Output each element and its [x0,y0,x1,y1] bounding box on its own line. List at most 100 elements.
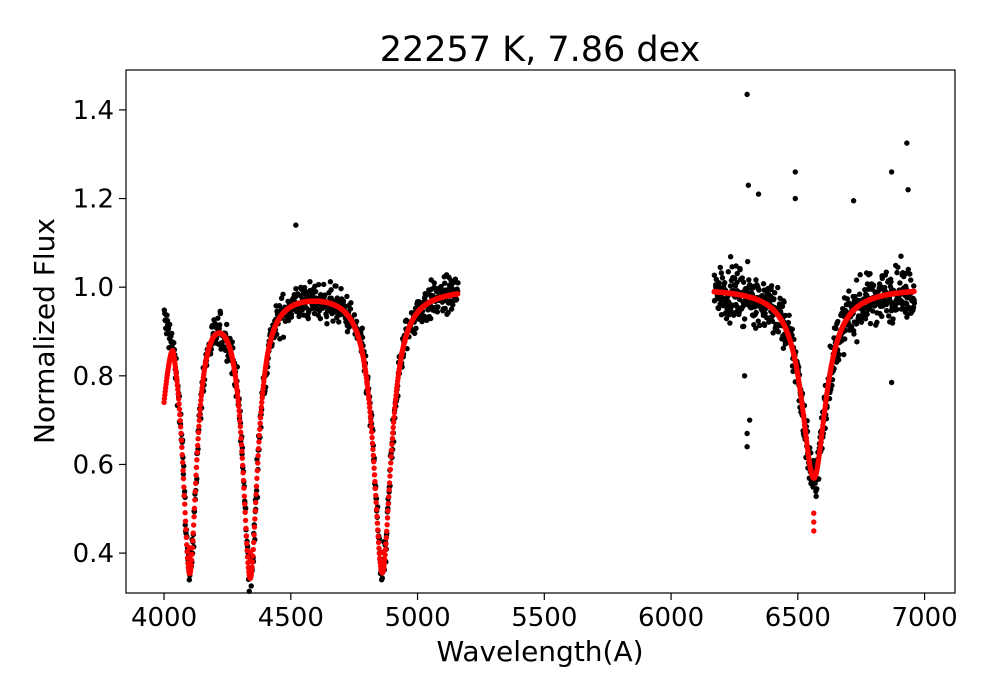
model-point [240,470,246,476]
model-point [384,521,390,528]
model-point [237,423,243,430]
model-point [197,407,203,413]
observed-point [330,318,336,324]
x-tick-label: 6500 [765,603,831,633]
observed-point [850,198,857,204]
model-point [369,440,376,447]
observed-point [911,300,918,306]
model-point [365,392,372,398]
model-point [811,519,817,525]
observed-point [756,322,763,329]
model-point [235,398,241,405]
model-point [195,429,202,436]
observed-point [846,288,852,294]
model-point [455,291,461,297]
model-point [193,464,200,471]
model-point [368,424,375,430]
observed-point [324,320,330,327]
x-tick-label: 5000 [384,603,450,633]
model-point [253,491,259,498]
model-point [383,541,389,547]
observed-point [862,316,869,322]
observed-point [323,313,330,320]
model-point [199,389,205,395]
observed-point [293,286,299,292]
observed-point [725,269,732,275]
observed-point [171,340,177,346]
observed-point [792,169,798,175]
observed-point [442,280,448,286]
x-tick-label: 6000 [638,603,704,633]
observed-point [741,323,747,330]
observed-point [857,272,863,278]
model-point [192,480,199,487]
observed-point [338,285,344,292]
model-point [259,390,266,397]
observed-point [450,302,456,308]
model-point [182,501,188,507]
observed-point [851,331,857,337]
model-point [190,522,197,528]
model-point [251,524,258,530]
observed-point [903,270,909,277]
model-point [373,499,379,506]
model-point [257,426,263,432]
observed-point [753,309,759,316]
model-point [250,553,256,559]
observed-point [435,304,441,310]
observed-point [217,322,223,328]
observed-point [867,271,873,277]
observed-point [285,298,291,305]
model-point [386,480,393,486]
model-point [373,492,379,499]
observed-point [746,277,752,283]
observed-point [312,288,319,295]
model-point [383,535,390,541]
model-point [194,449,200,456]
observed-point [280,291,286,297]
observed-point [224,321,230,328]
observed-point [447,298,453,304]
model-point [182,518,189,524]
observed-point [786,312,792,318]
observed-point [844,296,850,302]
observed-point [744,258,751,265]
model-point [252,508,258,514]
model-point [256,432,263,439]
observed-point [716,280,722,286]
observed-point [453,296,460,302]
observed-point [879,313,885,320]
observed-point [908,277,914,283]
model-point [367,409,373,415]
model-point [253,483,260,489]
observed-point [711,272,718,278]
model-point [366,400,372,406]
model-point [254,467,261,474]
model-point [240,477,247,484]
observed-point [348,300,354,306]
observed-point [344,328,351,335]
observed-point [307,278,313,285]
observed-point [248,583,254,589]
model-point [196,417,203,424]
model-point [176,406,183,412]
model-point [242,509,248,516]
observed-point [181,488,188,495]
model-point [235,394,241,401]
model-point [392,405,398,411]
model-point [260,386,266,392]
observed-point [293,222,299,228]
observed-point [296,313,302,320]
observed-point [886,313,892,319]
model-point [390,424,396,431]
model-point [369,434,375,441]
observed-point [744,430,750,437]
model-point [255,460,261,466]
observed-point [215,315,221,321]
model-point [179,452,185,458]
observed-point [890,316,896,322]
observed-point [867,320,874,327]
model-point [241,485,247,491]
model-point [180,475,187,482]
